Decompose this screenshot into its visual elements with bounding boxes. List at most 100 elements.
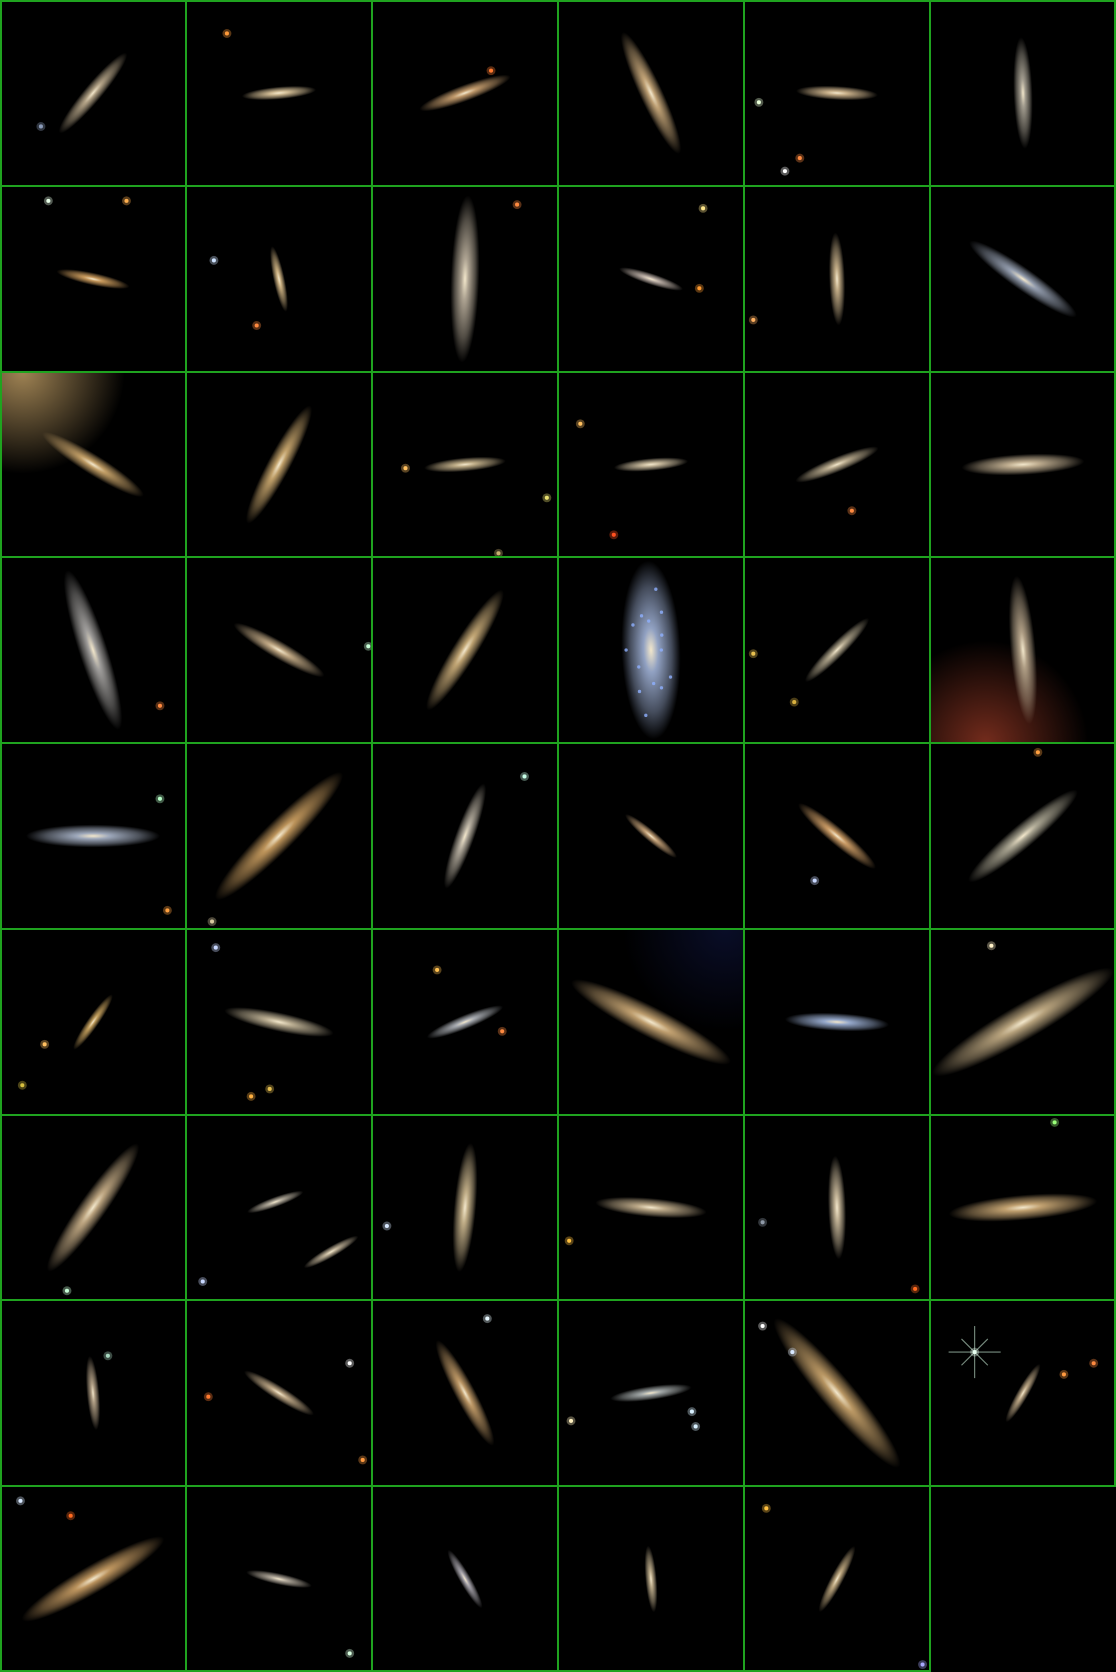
tile-image xyxy=(748,617,870,707)
tile-image xyxy=(203,1358,368,1465)
foreground-star xyxy=(849,508,854,513)
galaxy-tile-r2c2 xyxy=(186,186,372,372)
foreground-star xyxy=(254,323,259,328)
foreground-star xyxy=(913,1286,918,1291)
tile-image xyxy=(798,803,876,886)
tile-image xyxy=(758,1155,920,1294)
star-forming-knot xyxy=(647,619,651,623)
tile-image xyxy=(435,1314,495,1446)
galaxy-tile-r3c4 xyxy=(558,372,744,557)
foreground-star xyxy=(496,551,501,556)
galaxy-tile-r5c4 xyxy=(558,743,744,929)
spiral-galaxy xyxy=(621,560,681,740)
star-forming-knot xyxy=(637,689,642,694)
foreground-star xyxy=(347,1361,352,1366)
edge-on-galaxy xyxy=(21,1536,165,1622)
galaxy-tile-r9c3 xyxy=(372,1486,558,1672)
galaxy-tile-r6c1 xyxy=(0,929,186,1115)
galaxy-tile-r2c3 xyxy=(372,186,558,372)
foreground-star xyxy=(989,943,994,948)
foreground-star xyxy=(578,421,583,426)
galaxy-tile-r8c6 xyxy=(930,1300,1116,1486)
tile-image xyxy=(961,453,1085,476)
galaxy-tile-r2c4 xyxy=(558,186,744,372)
edge-on-galaxy xyxy=(426,1005,504,1039)
tile-image xyxy=(969,240,1077,318)
tile-image xyxy=(930,1486,1116,1672)
edge-on-galaxy xyxy=(214,771,344,901)
foreground-star xyxy=(760,1323,765,1329)
edge-on-galaxy xyxy=(419,74,511,112)
foreground-star xyxy=(68,1513,73,1518)
galaxy-tile-r8c1 xyxy=(0,1300,186,1486)
galaxy-tile-r1c2 xyxy=(186,0,372,186)
foreground-star xyxy=(1035,750,1040,755)
edge-on-galaxy xyxy=(85,1355,101,1431)
edge-on-galaxy xyxy=(244,1370,314,1416)
tile-image xyxy=(46,1143,140,1296)
edge-on-galaxy xyxy=(969,240,1077,318)
foreground-star xyxy=(211,258,216,263)
galaxy-tile-r1c3 xyxy=(372,0,558,186)
foreground-star xyxy=(701,206,706,211)
tile-image xyxy=(246,1570,355,1658)
foreground-star xyxy=(366,644,371,649)
galaxy-tile-r9c2 xyxy=(186,1486,372,1672)
foreground-star xyxy=(972,1350,977,1355)
edge-on-galaxy xyxy=(827,1155,847,1260)
foreground-star xyxy=(697,286,702,291)
galaxy-tile-r3c3 xyxy=(372,372,558,557)
edge-on-galaxy xyxy=(620,32,682,154)
galaxy-tile-r4c5 xyxy=(744,557,930,743)
star-forming-knot xyxy=(624,648,628,652)
foreground-star xyxy=(165,908,170,913)
edge-on-galaxy xyxy=(818,1546,856,1612)
foreground-star xyxy=(206,1394,211,1399)
galaxy-tile-r9c5 xyxy=(744,1486,930,1672)
galaxy-tile-r4c2 xyxy=(186,557,372,743)
star-forming-knot xyxy=(631,623,635,627)
foreground-star xyxy=(488,68,494,73)
tile-image xyxy=(450,195,522,363)
galaxy-tile-r5c2 xyxy=(186,743,372,929)
edge-on-galaxy xyxy=(58,52,128,134)
star-forming-knot xyxy=(654,587,658,591)
edge-on-galaxy xyxy=(424,456,506,473)
tile-image xyxy=(644,1545,658,1613)
galaxy-tile-r6c4 xyxy=(558,929,744,1115)
foreground-star xyxy=(920,1662,925,1667)
edge-on-galaxy xyxy=(804,617,870,683)
galaxy-tile-r1c5 xyxy=(744,0,930,186)
edge-on-galaxy xyxy=(452,1142,478,1273)
edge-on-galaxy xyxy=(610,1384,692,1402)
foreground-star xyxy=(435,967,440,972)
tile-image xyxy=(43,196,131,289)
galaxy-tile-r9c6 xyxy=(930,1486,1116,1672)
tile-image xyxy=(198,1190,359,1286)
foreground-star xyxy=(1052,1120,1057,1125)
foreground-star xyxy=(224,31,229,36)
foreground-star xyxy=(20,1083,25,1088)
tile-image xyxy=(619,203,708,293)
foreground-star xyxy=(64,1288,70,1293)
tile-image xyxy=(419,66,511,112)
galaxy-tile-r7c5 xyxy=(744,1115,930,1300)
tile-image xyxy=(36,52,128,134)
foreground-star xyxy=(38,124,43,129)
foreground-star xyxy=(360,1457,365,1463)
galaxy-tile-r3c5 xyxy=(744,372,930,557)
tile-image xyxy=(754,85,878,176)
edge-on-galaxy xyxy=(241,85,317,101)
edge-on-galaxy xyxy=(56,269,130,289)
foreground-star xyxy=(693,1424,698,1429)
galaxy-tile-r7c2 xyxy=(186,1115,372,1300)
tile-image xyxy=(625,814,677,858)
foreground-star xyxy=(760,1220,765,1225)
tile-image xyxy=(564,1196,707,1246)
tile-image xyxy=(209,246,288,330)
edge-on-galaxy xyxy=(447,1549,483,1609)
edge-on-galaxy xyxy=(245,405,313,524)
foreground-star xyxy=(522,774,527,779)
edge-on-galaxy xyxy=(426,589,504,711)
foreground-star xyxy=(384,1223,389,1229)
